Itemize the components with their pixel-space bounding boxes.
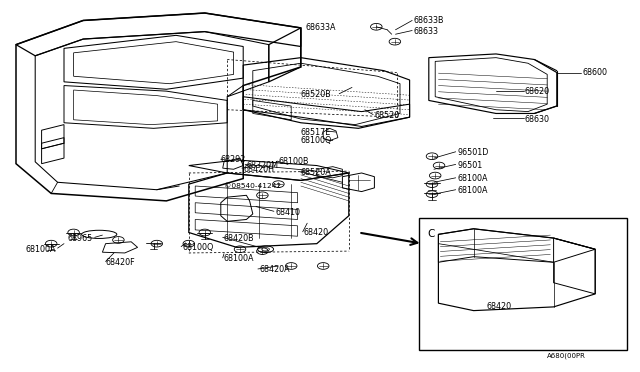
Text: 68630: 68630 bbox=[525, 115, 550, 124]
Text: 68420F: 68420F bbox=[106, 258, 135, 267]
Text: 68620: 68620 bbox=[525, 87, 550, 96]
Text: 68420B: 68420B bbox=[224, 234, 255, 243]
Text: 68100A: 68100A bbox=[224, 254, 255, 263]
Text: 68292: 68292 bbox=[221, 155, 246, 164]
Text: 68633: 68633 bbox=[413, 27, 438, 36]
Text: 68965: 68965 bbox=[67, 234, 92, 243]
Text: 68520: 68520 bbox=[374, 111, 399, 120]
Text: 68100A: 68100A bbox=[26, 245, 56, 254]
Text: 68100A: 68100A bbox=[458, 174, 488, 183]
Text: C: C bbox=[427, 229, 435, 239]
Text: 68420A: 68420A bbox=[259, 265, 290, 274]
Text: 68517E: 68517E bbox=[301, 128, 331, 137]
Text: 68100Q: 68100Q bbox=[301, 136, 332, 145]
Bar bbox=[419, 218, 627, 350]
Text: A680(00PR: A680(00PR bbox=[547, 352, 586, 359]
Text: 68320M: 68320M bbox=[246, 161, 278, 170]
Text: 68420: 68420 bbox=[304, 228, 329, 237]
Text: 68520B: 68520B bbox=[301, 90, 332, 99]
Text: ©08540-41242: ©08540-41242 bbox=[224, 183, 281, 189]
Text: 68600: 68600 bbox=[582, 68, 607, 77]
Text: 68420: 68420 bbox=[486, 302, 511, 311]
Text: 68100A: 68100A bbox=[458, 186, 488, 195]
Text: 68100Q: 68100Q bbox=[182, 243, 214, 252]
Text: 68410: 68410 bbox=[275, 208, 300, 217]
Text: 96501D: 96501D bbox=[458, 148, 489, 157]
Text: 96501: 96501 bbox=[458, 161, 483, 170]
Text: 68420H: 68420H bbox=[243, 165, 274, 174]
Text: 68633B: 68633B bbox=[413, 16, 444, 25]
Text: 68633A: 68633A bbox=[305, 23, 336, 32]
Text: 68520A: 68520A bbox=[301, 169, 332, 177]
Text: 68100B: 68100B bbox=[278, 157, 309, 166]
